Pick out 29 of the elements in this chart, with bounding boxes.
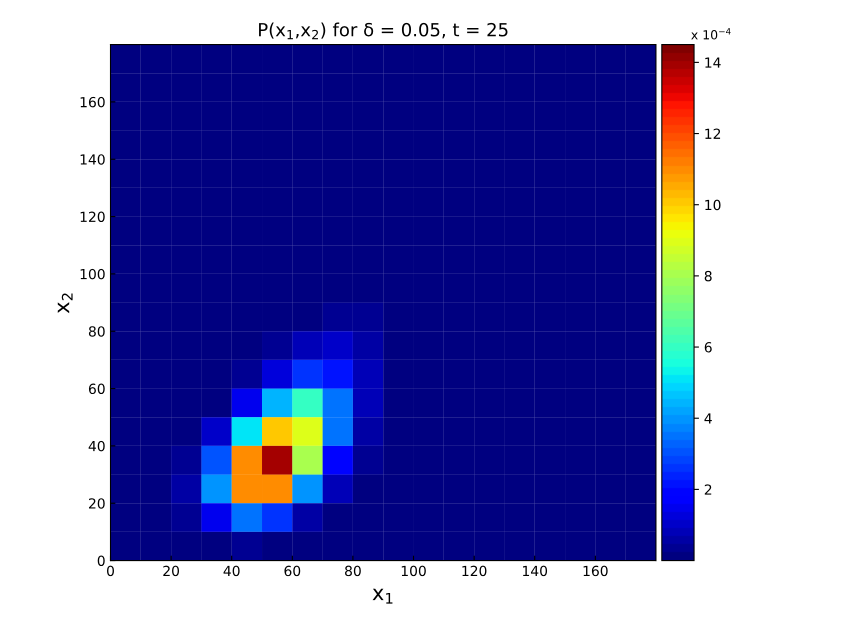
x-tick-label: 0 [106, 566, 114, 576]
color-bar-label: 4 [704, 413, 712, 424]
x-tick-label: 20 [163, 566, 180, 576]
color-bar-title: x 10$^{−4}$ [691, 28, 731, 40]
x-tick-label: 80 [345, 566, 361, 576]
y-tick-label: 140 [80, 154, 105, 165]
x-tick-label: 160 [584, 566, 608, 576]
y-tick-label: 0 [98, 556, 105, 566]
y-tick-label: 120 [80, 212, 105, 222]
x-tick-label: 140 [523, 566, 548, 576]
y-tick-label: 80 [88, 326, 105, 337]
x-tick-label: 40 [224, 566, 240, 576]
color-bar-label: 14 [705, 58, 721, 68]
color-bar-label: 6 [704, 342, 712, 353]
x-tick-label: 120 [462, 566, 486, 576]
chart-title: P(x$_{1}$,x$_{2}$) for δ = 0.05, t = 25 [259, 22, 508, 40]
y-axis-title: x$_{2}$ [58, 293, 73, 314]
y-tick-label: 40 [88, 440, 105, 452]
x-axis-title: x$_{1}$ [372, 588, 392, 604]
color-bar-label: 10 [705, 200, 721, 210]
color-bar-label: 8 [704, 270, 712, 282]
color-bar-label: 2 [704, 484, 712, 495]
y-tick-label: 100 [80, 268, 105, 280]
y-tick-label: 160 [80, 96, 105, 108]
y-tick-label: 60 [88, 384, 105, 394]
x-tick-label: 60 [284, 566, 300, 576]
x-tick-label: 100 [402, 566, 426, 576]
y-tick-label: 20 [88, 498, 105, 509]
color-bar-label: 12 [705, 128, 720, 139]
